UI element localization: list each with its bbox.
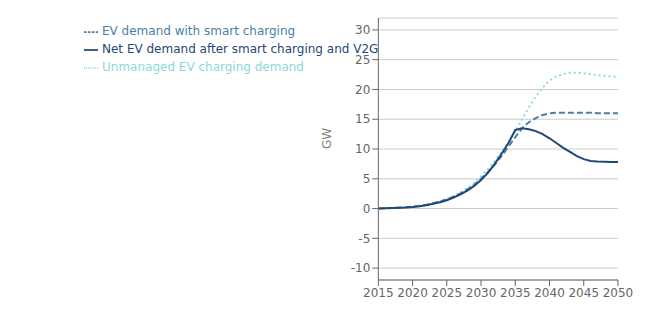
svg-text:10: 10 [355,142,370,156]
svg-text:2050: 2050 [603,286,634,300]
svg-text:30: 30 [355,23,370,37]
svg-text:-5: -5 [358,232,370,246]
svg-text:2025: 2025 [432,286,463,300]
svg-text:2040: 2040 [534,286,565,300]
svg-text:2045: 2045 [568,286,599,300]
svg-text:15: 15 [355,112,370,126]
svg-text:2035: 2035 [500,286,531,300]
svg-text:2030: 2030 [466,286,497,300]
html-text:EV demand with smart charging: EV demand with smart charging [102,24,296,38]
html-text:Net EV demand after smart char: Net EV demand after smart charging and V… [102,42,379,56]
svg-text:2015: 2015 [363,286,394,300]
svg-text:5: 5 [363,172,371,186]
svg-text:2020: 2020 [397,286,428,300]
svg-text:-10: -10 [351,261,371,275]
svg-text:20: 20 [355,83,370,97]
svg-text:25: 25 [355,53,370,67]
html-text:Unmanaged EV charging demand: Unmanaged EV charging demand [102,60,304,74]
svg-text:0: 0 [363,202,371,216]
svg-text:GW: GW [320,128,334,149]
